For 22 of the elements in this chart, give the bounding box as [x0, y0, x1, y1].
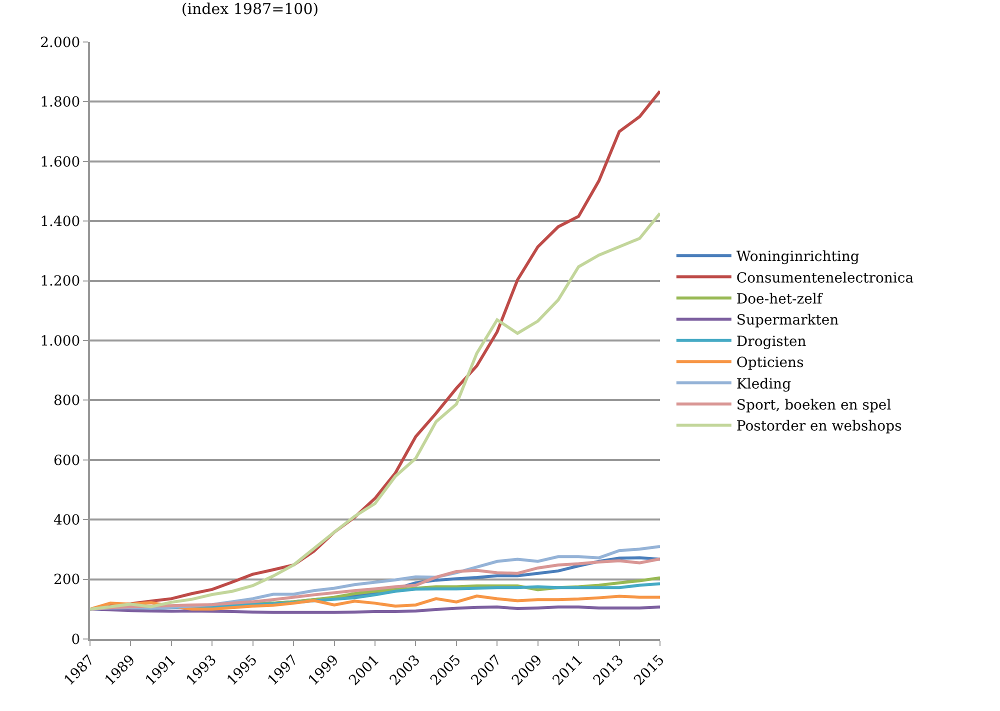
legend-label: Supermarkten [736, 312, 839, 329]
y-tick-label: 1.800 [40, 94, 80, 111]
legend-label: Opticiens [736, 355, 804, 372]
legend-label: Postorder en webshops [736, 418, 902, 435]
chart-title: (index 1987=100) [181, 0, 319, 18]
y-tick-label: 2.000 [40, 34, 80, 51]
y-tick-label: 200 [53, 572, 80, 588]
y-tick-label: 800 [53, 393, 80, 410]
y-tick-label: 0 [71, 632, 80, 648]
legend-label: Consumentenelectronica [736, 270, 914, 286]
y-tick-label: 600 [53, 452, 80, 469]
y-tick-label: 400 [53, 512, 80, 528]
y-tick-label: 1.000 [40, 333, 80, 350]
line-series [90, 594, 660, 611]
y-tick-label: 1.600 [40, 154, 80, 170]
legend-label: Sport, boeken en spel [736, 397, 892, 414]
legend-label: Doe-het-zelf [736, 291, 824, 308]
legend-label: Drogisten [736, 334, 806, 350]
legend-label: Woninginrichting [736, 249, 860, 266]
y-tick-label: 1.400 [40, 214, 80, 230]
legend-label: Kleding [736, 376, 792, 392]
y-tick-label: 1.200 [40, 274, 80, 290]
